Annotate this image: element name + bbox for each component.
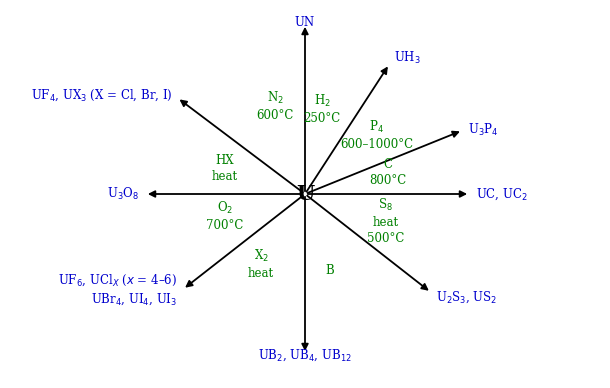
- Text: C
800°C: C 800°C: [369, 158, 406, 187]
- Text: X$_2$
heat: X$_2$ heat: [248, 248, 274, 280]
- Text: S$_8$
heat
500°C: S$_8$ heat 500°C: [367, 197, 404, 245]
- Text: U$_3$O$_8$: U$_3$O$_8$: [107, 186, 139, 202]
- Text: UB$_2$, UB$_4$, UB$_{12}$: UB$_2$, UB$_4$, UB$_{12}$: [258, 348, 352, 364]
- Text: UH$_3$: UH$_3$: [395, 50, 422, 66]
- Text: U$_3$P$_4$: U$_3$P$_4$: [468, 122, 498, 139]
- Text: HX
heat: HX heat: [211, 154, 237, 183]
- Text: P$_4$
600–1000°C: P$_4$ 600–1000°C: [340, 119, 413, 151]
- Text: N$_2$
600°C: N$_2$ 600°C: [256, 90, 293, 122]
- Text: UF$_6$, UCl$_X$ ($x$ = 4–6)
UBr$_4$, UI$_4$, UI$_3$: UF$_6$, UCl$_X$ ($x$ = 4–6) UBr$_4$, UI$…: [58, 272, 177, 307]
- Text: B: B: [326, 264, 334, 277]
- Text: UF$_4$, UX$_3$ (X = Cl, Br, I): UF$_4$, UX$_3$ (X = Cl, Br, I): [30, 87, 172, 103]
- Text: UN: UN: [295, 16, 315, 29]
- Text: UC, UC$_2$: UC, UC$_2$: [476, 186, 528, 202]
- Text: O$_2$
700°C: O$_2$ 700°C: [206, 200, 243, 232]
- Text: U: U: [296, 184, 314, 204]
- Text: U$_2$S$_3$, US$_2$: U$_2$S$_3$, US$_2$: [436, 289, 497, 305]
- Text: H$_2$
250°C: H$_2$ 250°C: [303, 93, 341, 125]
